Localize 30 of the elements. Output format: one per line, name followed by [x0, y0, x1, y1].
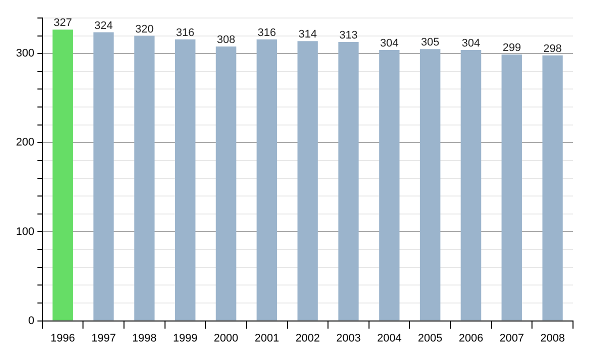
- x-tick-label: 2001: [254, 332, 280, 344]
- x-tick-label: 2000: [214, 332, 238, 344]
- x-tick-label: 1997: [91, 332, 116, 344]
- x-tick-label: 1999: [172, 332, 198, 344]
- data-label: 324: [94, 20, 113, 32]
- data-label: 316: [258, 26, 276, 39]
- x-tick-label: 2008: [540, 332, 565, 344]
- x-tick-label: 1996: [50, 332, 76, 344]
- data-label: 313: [339, 30, 358, 42]
- data-label: 298: [543, 42, 562, 55]
- y-tick-label: 0: [28, 314, 34, 327]
- data-label: 316: [176, 26, 194, 39]
- x-tick-label: 2006: [458, 332, 484, 344]
- x-tick-label: 2005: [418, 332, 442, 344]
- data-label: 320: [135, 23, 154, 36]
- y-tick-label: 300: [16, 48, 34, 60]
- y-tick-label: 200: [16, 136, 34, 149]
- data-label: 304: [462, 38, 480, 50]
- x-tick-label: 2003: [336, 332, 361, 344]
- x-tick-label: 2007: [500, 332, 524, 344]
- x-tick-label: 1998: [132, 332, 157, 344]
- data-label: 299: [502, 42, 521, 54]
- data-label: 305: [420, 36, 440, 49]
- x-tick-label: 2002: [295, 332, 320, 344]
- data-label: 308: [216, 34, 236, 46]
- y-tick-label: 100: [16, 226, 34, 238]
- data-label: 327: [54, 17, 72, 30]
- data-label: 304: [380, 38, 398, 50]
- data-label: 314: [298, 28, 317, 41]
- x-tick-label: 2004: [377, 332, 402, 344]
